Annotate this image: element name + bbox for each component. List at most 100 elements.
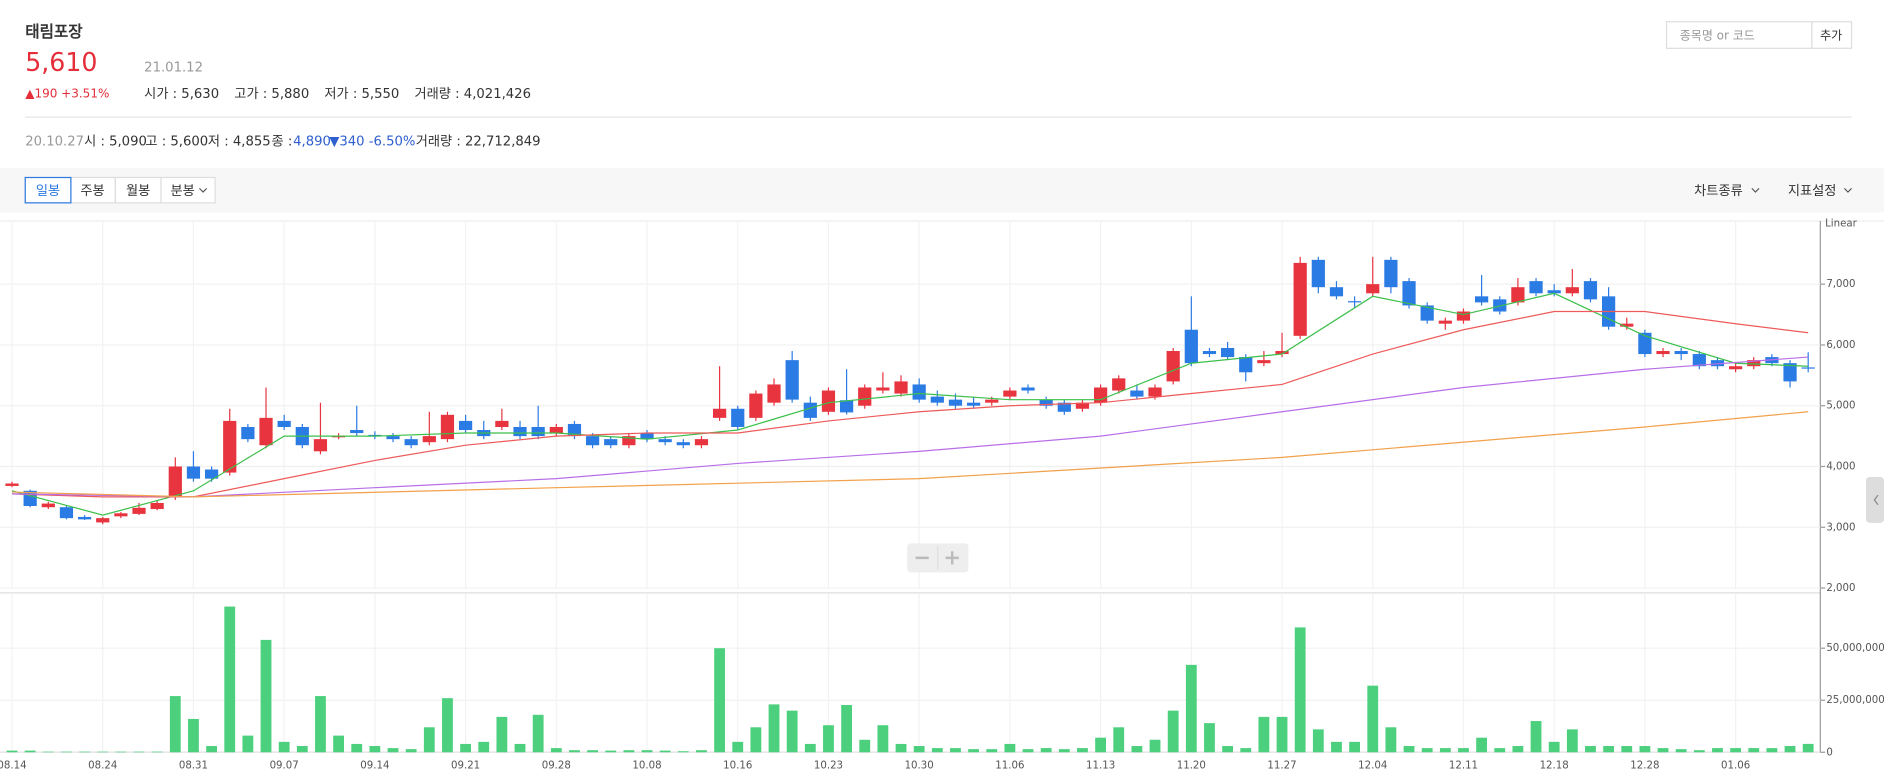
x-tick-label: 09.28 (542, 761, 571, 772)
candle-body (1674, 351, 1688, 355)
add-button[interactable] (1811, 21, 1853, 49)
candle-body (1039, 399, 1053, 406)
candle-body (1583, 281, 1598, 300)
volume-bar (1657, 748, 1669, 753)
toolbar (0, 167, 1884, 213)
sel-change: ▼340 -6.50% (329, 134, 415, 149)
y-tick-label: 2,000 (1826, 583, 1855, 594)
add-button-label[interactable]: 추가 (1820, 29, 1842, 43)
candle-body (1166, 351, 1180, 382)
candle-body (894, 381, 908, 394)
candle-body (1692, 354, 1706, 367)
search-placeholder[interactable]: 종목명 or 코드 (1680, 29, 1755, 43)
period-label[interactable]: 분봉 (170, 183, 194, 199)
volume-bar (460, 743, 471, 753)
sel-volume: 거래량 : 22,712,849 (416, 133, 541, 149)
volume-bar (1476, 737, 1488, 753)
volume-bar (79, 751, 90, 753)
candle-body (204, 469, 219, 479)
candle-body (59, 507, 74, 519)
stat: 고가 : 5,880 (234, 86, 309, 102)
volume-bar (986, 749, 998, 753)
volume-bar (1712, 748, 1723, 753)
y-tick-label: 0 (1826, 747, 1832, 758)
candle-body (1710, 360, 1725, 367)
volume-bar (1077, 748, 1088, 753)
candle-body (1783, 363, 1797, 382)
volume-bar (387, 748, 399, 753)
volume-bar (6, 750, 18, 753)
volume-bar (1421, 748, 1433, 753)
candle-body (1438, 320, 1452, 324)
menu[interactable]: 지표설정 (1788, 183, 1837, 199)
volume-bar (732, 741, 744, 753)
change: ▲190 +3.51% (25, 87, 109, 101)
period-label[interactable]: 일봉 (36, 183, 60, 199)
candle-body (1184, 329, 1198, 364)
candle-body (858, 387, 872, 406)
x-tick-label: 11.27 (1267, 761, 1296, 772)
x-tick-label: 11.13 (1086, 761, 1115, 772)
sel-item: 시 : 5,090 (84, 134, 147, 149)
chevron (1843, 187, 1852, 193)
volume-bar (623, 750, 635, 753)
candle-body (1620, 323, 1634, 327)
candle-body (1801, 367, 1815, 369)
candle-body (1130, 390, 1144, 397)
candle-body (930, 396, 944, 403)
candle-body (785, 360, 799, 400)
period-button[interactable] (160, 176, 216, 204)
menu[interactable]: 차트종류 (1694, 183, 1743, 199)
candle-body (422, 436, 436, 443)
candle-body (495, 420, 509, 427)
period-label[interactable]: 월봉 (126, 183, 150, 199)
volume-bar (532, 714, 544, 753)
volume-bar (1784, 746, 1796, 753)
volume-bar (97, 751, 109, 753)
y-tick-label: 50,000,000 (1826, 643, 1884, 654)
x-tick-label: 10.16 (723, 761, 752, 772)
volume-bar (1167, 710, 1179, 753)
candle-body (241, 426, 255, 440)
search-box[interactable] (1665, 21, 1813, 49)
y-tick-label: 3,000 (1826, 522, 1855, 533)
volume-bar (169, 696, 181, 753)
volume-bar (1675, 749, 1687, 753)
x-tick-label: 08.14 (0, 761, 27, 772)
candle-body (1638, 332, 1652, 355)
ma-line (12, 356, 1809, 498)
candle-body (1729, 366, 1743, 370)
candle-body (41, 503, 55, 508)
candle-body (531, 426, 545, 437)
candle-body (1257, 360, 1271, 364)
volume-bar (1258, 716, 1270, 753)
volume-bar (1403, 746, 1415, 753)
candle-body (604, 439, 618, 446)
candle-body (313, 439, 328, 452)
volume-bar (296, 746, 308, 753)
plot: 08.14 08.24 08.31 09.07 09.14 09.21 09.28 10.08… (0, 220, 1884, 772)
x-tick-label: 10.30 (905, 761, 934, 772)
volume-bar (1439, 748, 1451, 753)
volume-bar (242, 735, 254, 753)
volume-bar (1385, 727, 1397, 753)
volume-bar (841, 704, 853, 753)
candle-body (767, 384, 781, 403)
zoom-icons (915, 551, 959, 565)
stat: 시가 : 5,630 (144, 86, 219, 102)
period-label[interactable]: 주봉 (80, 183, 104, 199)
x-tick-label: 11.20 (1177, 761, 1206, 772)
volume-bar (1240, 748, 1252, 753)
volume-bar (514, 743, 526, 753)
candle-body (1112, 378, 1126, 391)
candle-body (404, 439, 418, 446)
candle-body (1148, 387, 1162, 397)
candle-body (1003, 390, 1017, 397)
candle-body (585, 436, 600, 446)
volume-bar (1548, 741, 1560, 753)
x-tick-label: 09.14 (360, 761, 389, 772)
volume-bar (804, 743, 816, 753)
volume-bar (188, 718, 199, 753)
candle-body (96, 518, 110, 523)
